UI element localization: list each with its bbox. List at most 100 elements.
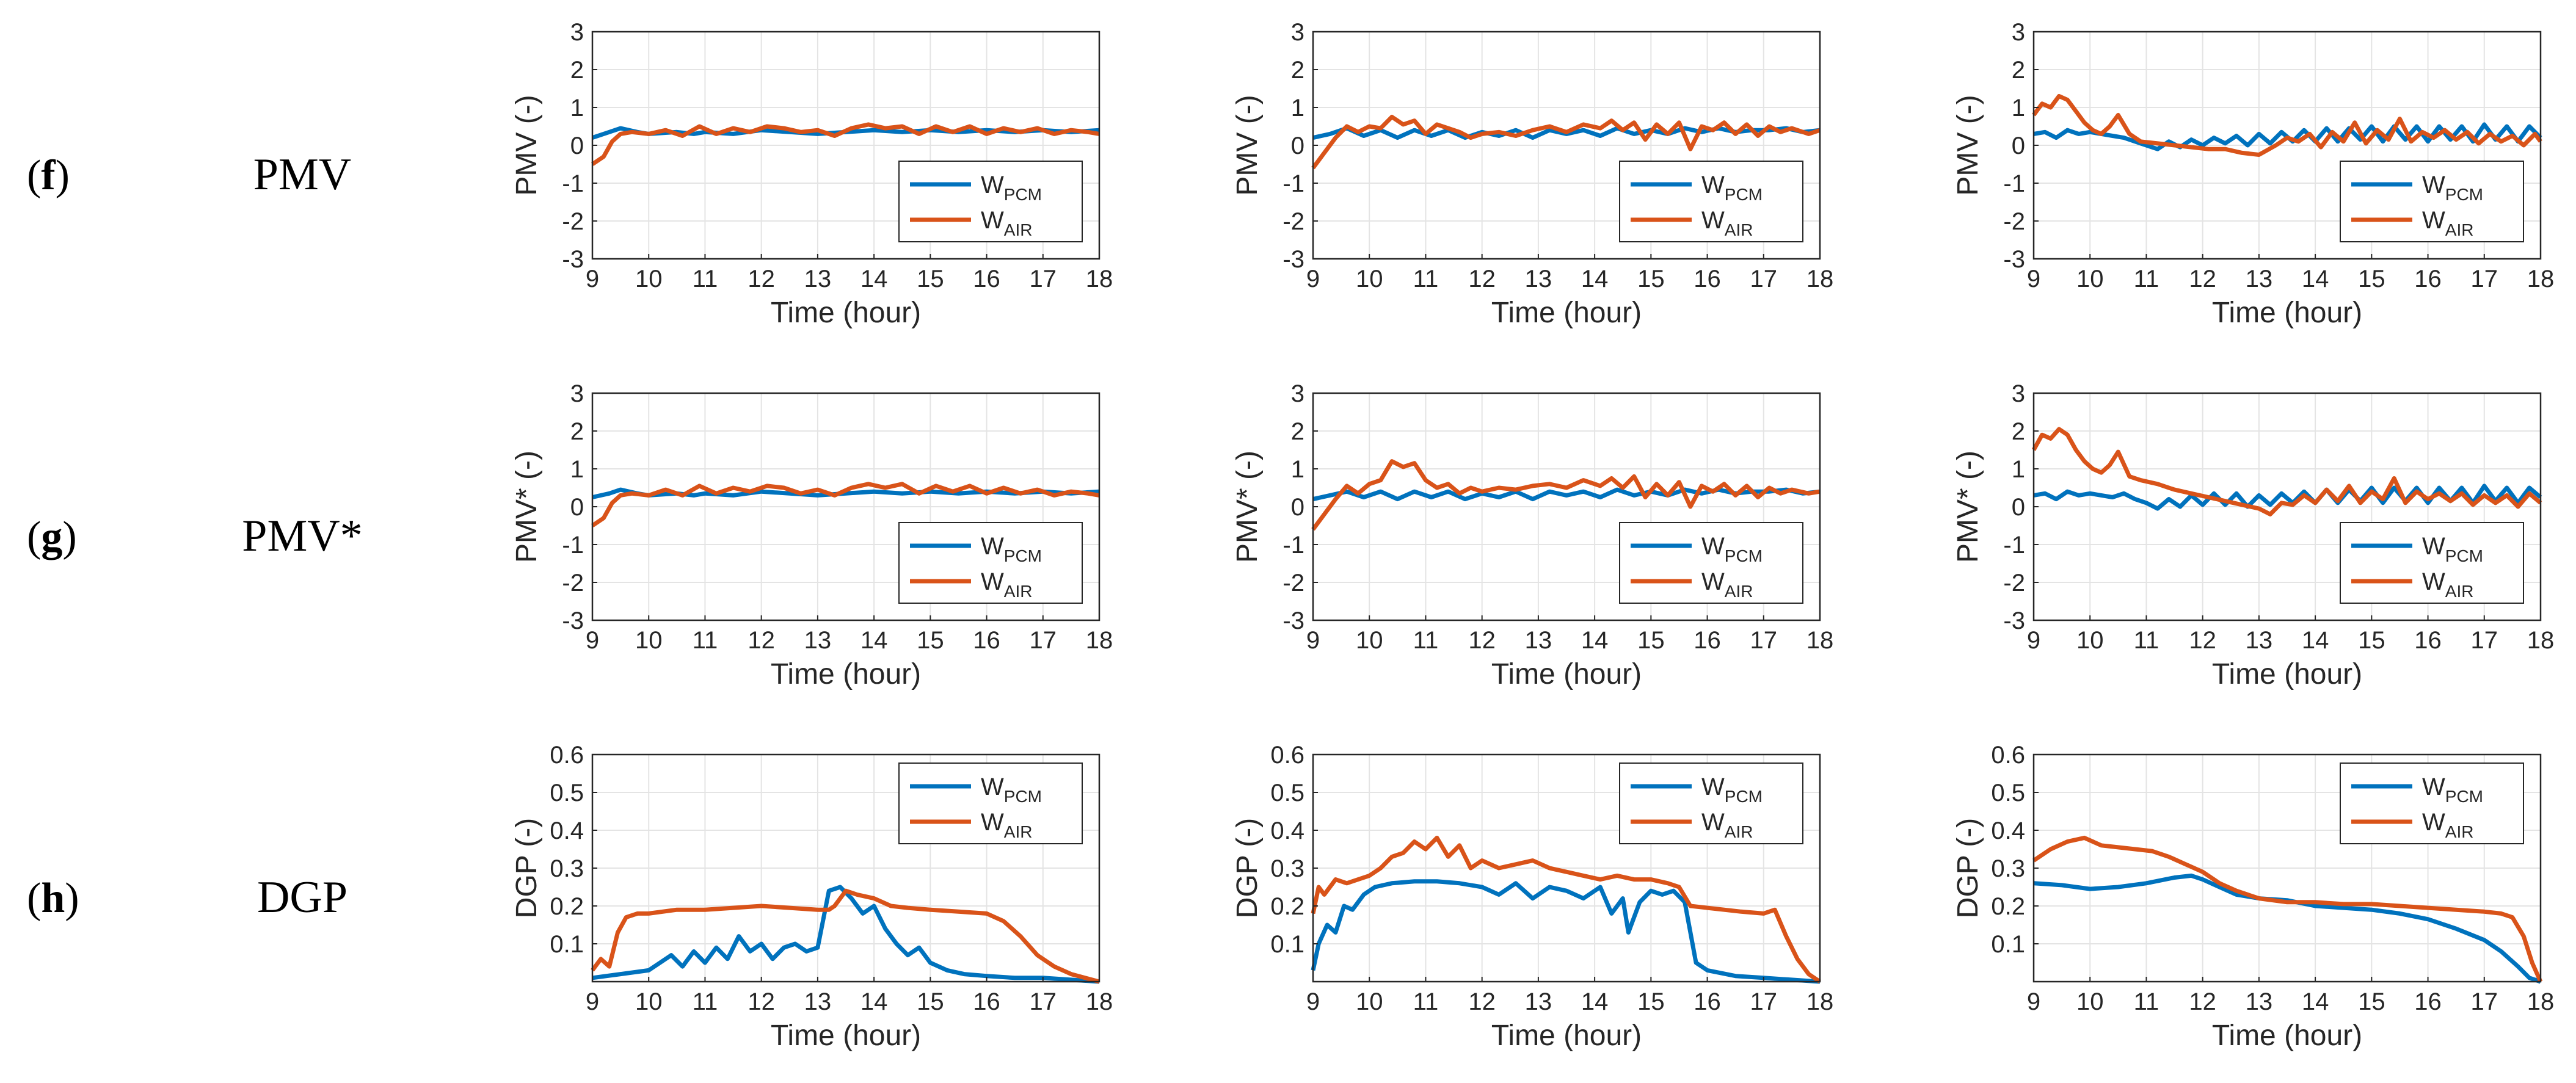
x-tick-label: 17 [2471, 988, 2498, 1015]
x-tick-label: 14 [1581, 266, 1609, 292]
y-tick-label: 0.3 [1270, 855, 1304, 882]
x-axis-label: Time (hour) [771, 297, 921, 329]
x-tick-label: 14 [2302, 988, 2329, 1015]
x-tick-label: 9 [2027, 627, 2040, 654]
x-tick-label: 10 [635, 988, 663, 1015]
y-tick-label: -1 [1283, 170, 1304, 197]
y-axis-label: DGP (-) [511, 818, 543, 918]
x-tick-label: 15 [1637, 627, 1665, 654]
x-tick-label: 9 [586, 627, 599, 654]
y-tick-label: 2 [2012, 57, 2025, 84]
y-tick-label: 0 [570, 494, 584, 521]
x-tick-label: 17 [1030, 988, 1057, 1015]
chart-h3: 9 10 11 12 13 14 15 16 17 18 0.1 0.2 0.3 0.4 0.5 0.6 Tim… [1952, 742, 2554, 1052]
y-tick-label: -3 [1283, 607, 1304, 634]
x-tick-label: 18 [2527, 627, 2555, 654]
chart-h1: 9 10 11 12 13 14 15 16 17 18 0.1 0.2 0.3 0.4 0.5 0.6 Tim… [511, 742, 1113, 1052]
legend-box [898, 762, 1083, 844]
x-tick-label: 18 [1086, 988, 1113, 1015]
x-tick-label: 12 [748, 627, 775, 654]
x-tick-label: 10 [2076, 988, 2104, 1015]
legend-label-pcm: WPCM [1701, 172, 1763, 204]
x-tick-label: 13 [2246, 988, 2273, 1015]
x-tick-label: 11 [1413, 988, 1439, 1015]
y-axis-label: PMV (-) [511, 95, 543, 195]
y-tick-label: 3 [2012, 380, 2025, 407]
x-tick-label: 14 [1581, 988, 1609, 1015]
x-tick-label: 10 [2076, 627, 2104, 654]
legend-label-air: WAIR [1701, 809, 1753, 841]
y-tick-label: 0 [2012, 132, 2025, 159]
x-tick-label: 15 [2358, 988, 2385, 1015]
y-tick-label: 3 [1291, 19, 1304, 46]
y-tick-label: 0.4 [1270, 817, 1304, 844]
y-tick-label: 0.5 [550, 780, 584, 806]
y-tick-label: 1 [1291, 456, 1304, 483]
x-tick-label: 17 [2471, 266, 2498, 292]
row-h-metric: DGP [257, 872, 347, 922]
chart-h2: 9 10 11 12 13 14 15 16 17 18 0.1 0.2 0.3 0.4 0.5 0.6 Tim… [1231, 742, 1833, 1052]
x-tick-label: 9 [1306, 266, 1320, 292]
x-tick-label: 11 [1413, 266, 1439, 292]
y-tick-label: 1 [570, 95, 584, 121]
x-tick-label: 12 [2189, 988, 2216, 1015]
legend-label-air: WAIR [981, 568, 1032, 601]
row-g-metric: PMV* [242, 511, 362, 561]
x-tick-label: 15 [917, 627, 944, 654]
x-tick-label: 14 [860, 627, 888, 654]
y-tick-label: 0.1 [550, 931, 584, 958]
x-tick-label: 16 [2414, 988, 2442, 1015]
legend-box [2340, 762, 2524, 844]
x-axis-label: Time (hour) [1491, 297, 1642, 329]
series-line-air [2032, 835, 2543, 983]
x-tick-label: 13 [804, 988, 832, 1015]
x-axis-label: Time (hour) [1491, 658, 1642, 690]
x-tick-label: 11 [2134, 627, 2159, 654]
y-tick-label: 2 [1291, 57, 1304, 84]
y-tick-label: 0.5 [1270, 780, 1304, 806]
x-tick-label: 18 [1806, 627, 1834, 654]
y-tick-label: 1 [570, 456, 584, 483]
x-tick-label: 14 [2302, 627, 2329, 654]
series-line-pcm [1311, 879, 1821, 984]
row-f-metric: PMV [253, 150, 351, 200]
y-tick-label: 0.4 [550, 817, 584, 844]
y-tick-label: -3 [2003, 607, 2025, 634]
y-tick-label: 2 [2012, 418, 2025, 445]
y-tick-label: 0.5 [1991, 780, 2025, 806]
legend-label-pcm: WPCM [1701, 773, 1763, 806]
x-tick-label: 15 [2358, 627, 2385, 654]
x-tick-label: 16 [2414, 266, 2442, 292]
y-axis-label: PMV* (-) [1231, 451, 1264, 563]
x-tick-label: 17 [1750, 627, 1778, 654]
x-tick-label: 16 [973, 266, 1000, 292]
series-line-air [591, 482, 1100, 527]
y-tick-label: -1 [2003, 532, 2025, 559]
x-tick-label: 14 [860, 988, 888, 1015]
legend-label-air: WAIR [2422, 809, 2473, 841]
x-tick-label: 17 [1750, 266, 1778, 292]
series-line-air [1311, 115, 1821, 170]
series-line-pcm [592, 885, 1100, 984]
x-tick-label: 15 [2358, 266, 2385, 292]
x-axis-label: Time (hour) [2212, 1020, 2362, 1052]
row-h-letter: (h) [27, 875, 79, 922]
y-tick-label: 1 [2012, 456, 2025, 483]
legend-box [1619, 762, 1803, 844]
legend-box [1619, 522, 1803, 604]
series-line-air [591, 888, 1100, 984]
x-tick-label: 18 [1086, 627, 1113, 654]
legend-label-air: WAIR [1701, 568, 1753, 601]
x-tick-label: 13 [1525, 627, 1552, 654]
x-tick-label: 16 [973, 988, 1000, 1015]
x-tick-label: 10 [2076, 266, 2104, 292]
